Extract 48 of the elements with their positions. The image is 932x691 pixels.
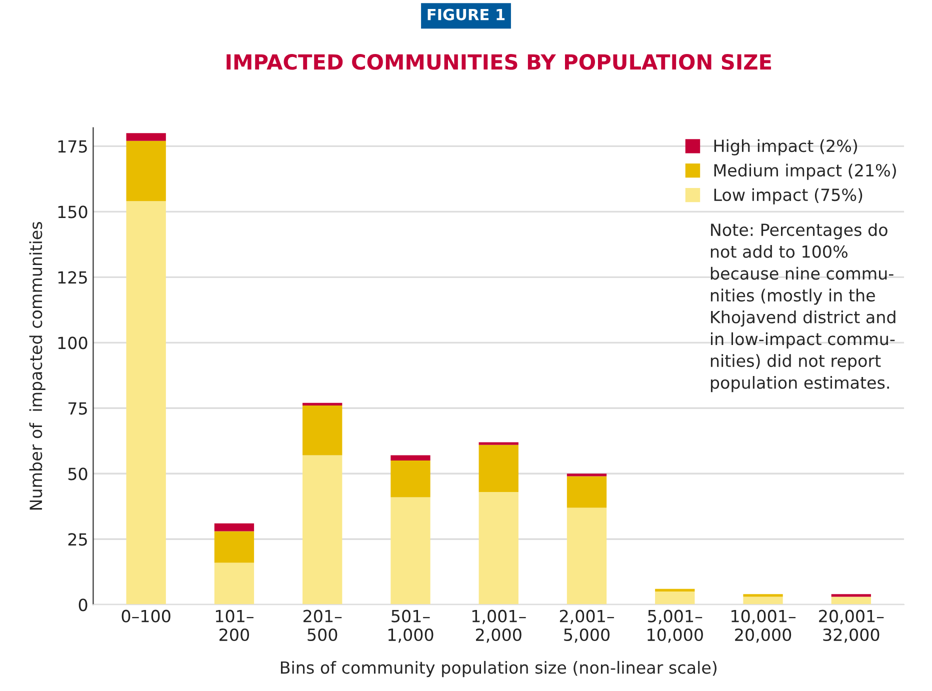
annotation: Note: Percentages do not add to 100% because nine commu- nities (mostly in the Khojavend district and in low-impact commu- nities) did not report population estimates.	[710, 223, 896, 392]
bar	[390, 497, 430, 605]
y-tick-label: 25	[68, 533, 87, 546]
bar	[478, 492, 518, 605]
bar	[478, 444, 518, 492]
y-tick-label: 50	[68, 468, 88, 480]
bar	[214, 523, 254, 532]
bar	[655, 588, 695, 592]
legend-label: Medium impact (21%)	[714, 164, 896, 180]
legend-label: High impact (2%)	[714, 139, 857, 156]
bar	[390, 460, 430, 498]
bar	[566, 474, 607, 476]
bar	[214, 531, 254, 563]
bar	[302, 406, 342, 456]
x-tick-label: 0–100	[122, 610, 170, 622]
chart-title: IMPACTED COMMUNITIES BY POPULATION SIZE	[226, 54, 771, 70]
x-tick-label: 10,001– 20,000	[732, 610, 796, 643]
y-tick-label: 75	[68, 402, 87, 415]
x-axis-title: Bins of community population size (non-linear scale)	[280, 660, 716, 678]
x-tick-label: 2,001– 5,000	[560, 610, 614, 643]
bar	[743, 594, 783, 597]
x-tick-label: 20,001– 32,000	[819, 610, 884, 643]
x-tick-label: 201– 500	[304, 610, 342, 642]
x-tick-label: 501– 1,000	[388, 610, 434, 643]
y-tick-label: 0	[78, 598, 88, 612]
bar	[126, 140, 166, 202]
y-tick-label: 175	[58, 140, 87, 153]
bar	[302, 455, 342, 605]
bar	[126, 201, 166, 605]
y-axis-title: Number of impacted communities	[29, 222, 46, 510]
y-tick-label: 100	[58, 336, 88, 350]
bar	[214, 562, 254, 605]
x-tick-label: 5,001– 10,000	[648, 610, 703, 643]
bar	[390, 455, 430, 461]
bar	[655, 592, 695, 605]
bar	[478, 442, 518, 445]
y-tick-label: 125	[58, 271, 87, 284]
caption: FIGURE 1	[428, 8, 505, 20]
bar	[566, 508, 607, 605]
bar	[126, 133, 166, 141]
bar	[743, 596, 783, 605]
legend-label: Low impact (75%)	[714, 188, 862, 204]
bar	[302, 402, 342, 406]
x-tick-label: 101– 200	[216, 610, 254, 642]
y-tick-label: 150	[58, 206, 88, 218]
bar	[566, 476, 607, 508]
x-tick-label: 1,001– 2,000	[472, 610, 526, 643]
bar	[831, 594, 871, 597]
